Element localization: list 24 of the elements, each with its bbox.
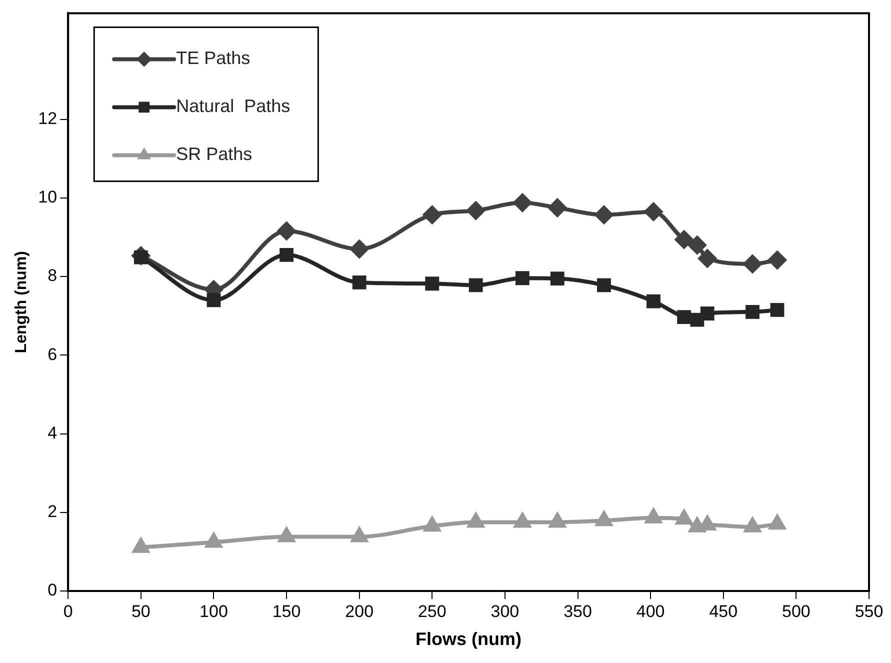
y-tick-label: 8 [48,266,58,286]
legend-label: TE Paths [176,48,250,68]
x-tick-label: 100 [200,602,228,621]
y-tick-label: 6 [48,344,58,364]
x-tick-label: 500 [782,602,810,621]
y-tick-label: 10 [38,188,58,207]
x-tick-label: 200 [345,602,374,621]
y-tick-label: 4 [48,423,58,442]
x-tick-label: 250 [418,602,446,621]
y-tick-label: 0 [48,580,58,600]
legend-label: SR Paths [176,144,252,164]
x-tick-label: 0 [63,602,73,621]
x-tick-label: 400 [636,602,665,621]
legend-label: Natural Paths [176,96,290,116]
x-tick-label: 300 [490,602,520,621]
x-axis-title: Flows (num) [416,629,522,650]
y-tick-label: 12 [38,109,58,128]
y-axis-title: Length (num) [13,251,30,354]
x-tick-label: 450 [709,602,738,621]
x-tick-label: 150 [272,602,301,621]
x-tick-label: 50 [131,602,150,621]
x-tick-label: 350 [564,602,592,621]
y-tick-label: 2 [48,502,58,522]
x-tick-label: 550 [854,602,884,621]
